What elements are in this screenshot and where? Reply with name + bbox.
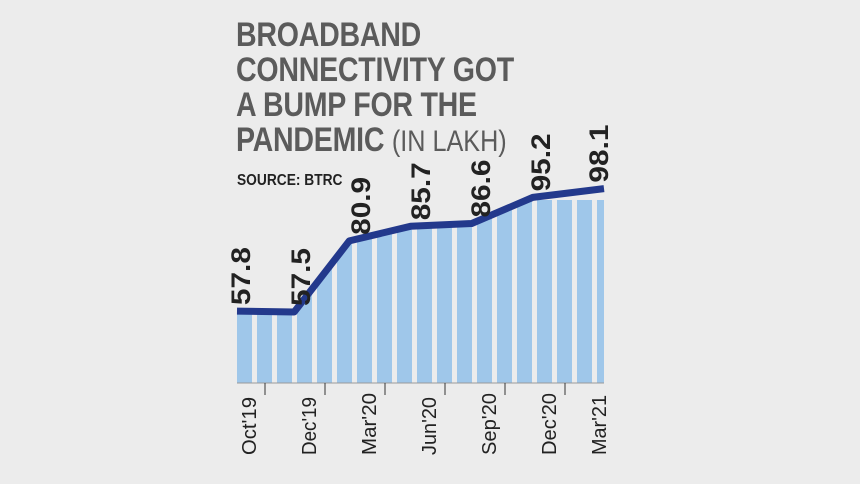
- area-stripe: [517, 200, 532, 383]
- area-stripe: [497, 200, 512, 383]
- x-axis-label: Sep'20: [479, 393, 501, 455]
- value-label: 80.9: [346, 177, 376, 235]
- title-line-1: BROADBAND: [236, 16, 421, 54]
- area-stripe: [377, 200, 392, 383]
- chart-title: BROADBAND CONNECTIVITY GOT A BUMP FOR TH…: [236, 18, 514, 159]
- x-axis-label: Jun'20: [419, 397, 441, 455]
- area-stripe: [577, 200, 592, 383]
- chart-unit: (IN LAKH): [391, 125, 507, 158]
- area-stripe: [317, 200, 332, 383]
- x-axis-label: Mar'20: [359, 393, 381, 455]
- value-label: 95.2: [526, 133, 556, 191]
- title-line-2: CONNECTIVITY GOT: [236, 51, 514, 89]
- value-label: 57.5: [286, 248, 316, 306]
- area-stripe: [537, 200, 552, 383]
- area-stripe: [257, 200, 272, 383]
- chart-source: SOURCE: BTRC: [237, 172, 343, 189]
- series-line: [236, 185, 605, 316]
- value-label: 85.7: [406, 162, 436, 220]
- area-stripe: [457, 200, 472, 383]
- x-axis-label: Oct'19: [239, 397, 261, 455]
- area-stripe: [557, 200, 572, 383]
- title-line-3: A BUMP FOR THE: [236, 86, 477, 124]
- value-label: 98.1: [584, 125, 614, 183]
- title-line-4-text: PANDEMIC: [236, 121, 385, 159]
- x-axis-label: Dec'19: [299, 397, 321, 455]
- area-stripe: [417, 200, 432, 383]
- area-stripe: [397, 200, 412, 383]
- area-stripe: [357, 200, 372, 383]
- x-axis-label: Mar'21: [589, 395, 611, 455]
- x-axis-label: Dec'20: [539, 393, 561, 455]
- title-line-4: PANDEMIC (IN LAKH): [236, 123, 514, 159]
- area-stripe: [477, 200, 492, 383]
- value-label: 57.8: [226, 247, 256, 305]
- x-axis-ticks: [264, 383, 566, 395]
- area-stripe: [597, 200, 604, 383]
- value-labels: 57.8 57.5 80.9 85.7 86.6 95.2 98.1: [226, 125, 614, 306]
- x-axis-labels: Oct'19 Dec'19 Mar'20 Jun'20 Sep'20 Dec'20 Mar'…: [239, 393, 611, 455]
- value-label: 86.6: [466, 160, 496, 218]
- area-stripe: [437, 200, 452, 383]
